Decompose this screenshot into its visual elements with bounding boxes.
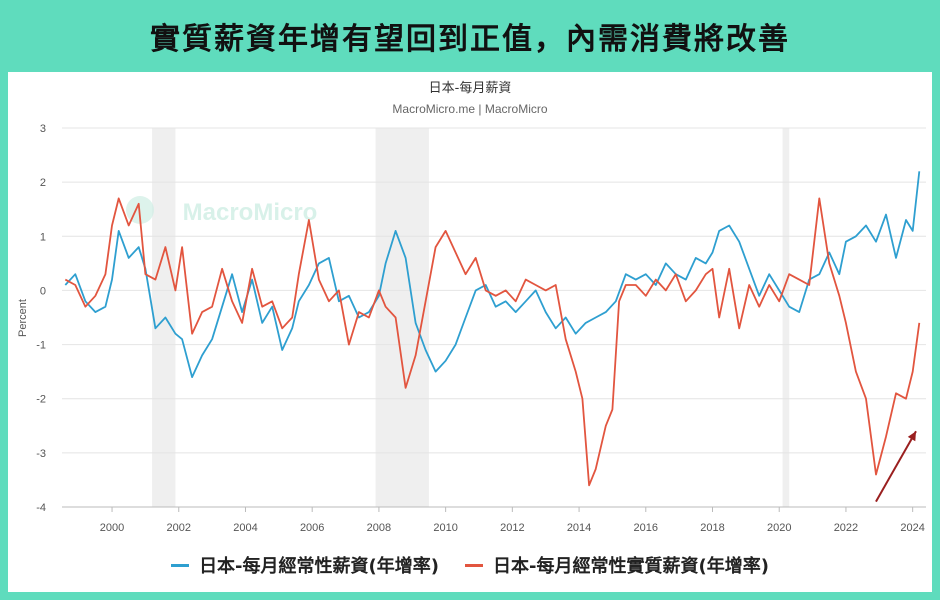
x-tick-label: 2010 [433, 522, 457, 534]
y-tick-label: -3 [36, 448, 46, 460]
legend-swatch-nominal [171, 563, 190, 567]
x-tick-label: 2012 [500, 522, 524, 534]
legend-item-real[interactable]: 日本-每月經常性實質薪資(年增率) [465, 552, 769, 578]
chart-title: 日本-每月薪資 [429, 80, 512, 96]
watermark: MacroMicro [183, 199, 318, 226]
shaded-period-0 [152, 128, 176, 507]
legend-label-real: 日本-每月經常性實質薪資(年增率) [493, 556, 769, 577]
y-tick-label: -4 [36, 502, 46, 514]
y-tick-label: 3 [40, 123, 46, 135]
y-tick-label: 2 [40, 177, 46, 189]
y-tick-label: 0 [40, 285, 46, 297]
shaded-period-2 [782, 128, 790, 507]
legend-label-nominal: 日本-每月經常性薪資(年增率) [199, 556, 439, 577]
chart-subtitle: MacroMicro.me | MacroMicro [392, 102, 547, 116]
y-tick-label: -1 [36, 340, 46, 352]
x-tick-label: 2024 [900, 522, 924, 534]
x-tick-label: 2002 [167, 522, 191, 534]
series-lines [64, 171, 921, 487]
x-tick-label: 2022 [834, 522, 858, 534]
y-tick-label: 1 [40, 231, 46, 243]
x-tick-label: 2014 [567, 522, 591, 534]
annotation-arrow-shaft-0 [875, 430, 917, 503]
grid-lines [62, 127, 926, 508]
series-line-1 [64, 197, 921, 487]
x-tick-label: 2000 [100, 522, 124, 534]
x-tick-label: 2018 [700, 522, 724, 534]
y-axis-label: Percent [17, 299, 29, 337]
y-tick-label: -2 [36, 394, 46, 406]
legend-item-nominal[interactable]: 日本-每月經常性薪資(年增率) [171, 552, 439, 578]
annotations [875, 430, 917, 503]
recession-shading [152, 128, 790, 507]
x-tick-label: 2006 [300, 522, 324, 534]
x-tick-label: 2016 [634, 522, 658, 534]
series-line-0 [64, 171, 921, 378]
x-tick-label: 2020 [767, 522, 791, 534]
banner-title: 實質薪資年增有望回到正值，內需消費將改善 [150, 22, 790, 57]
x-tick-label: 2008 [367, 522, 391, 534]
shaded-period-1 [375, 128, 429, 507]
axis-ticks: 3 2 1 0 -1 -2 -3 -4 2000 2002 2004 2006 2008 2010 2012… [36, 123, 925, 534]
annotation-arrow-head-0 [907, 431, 916, 442]
legend: 日本-每月經常性薪資(年增率) 日本-每月經常性實質薪資(年增率) [0, 548, 940, 582]
x-tick-label: 2004 [233, 522, 257, 534]
legend-swatch-real [465, 563, 483, 567]
banner: 實質薪資年增有望回到正值，內需消費將改善 [0, 0, 940, 72]
